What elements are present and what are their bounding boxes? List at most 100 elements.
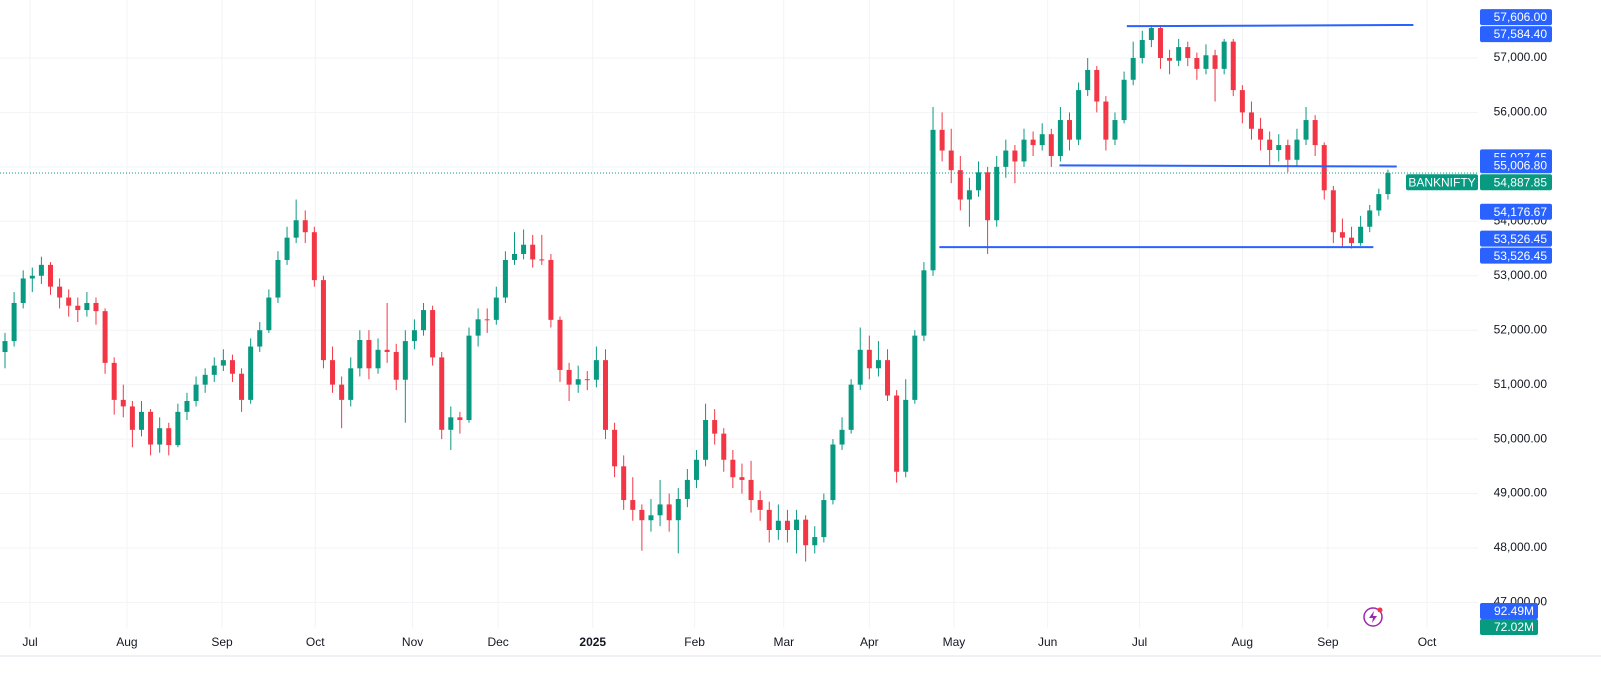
candle-body: [803, 519, 809, 546]
y-tick-label: 57,000.00: [1494, 50, 1548, 64]
candle-body: [1185, 47, 1191, 58]
candle-body: [885, 360, 891, 396]
axes: 47,000.0048,000.0049,000.0050,000.0051,0…: [22, 9, 1552, 649]
candle-body: [1085, 69, 1091, 91]
candle-body: [1039, 134, 1045, 146]
candle-body: [257, 330, 263, 347]
candle-body: [120, 399, 126, 407]
x-tick-label: Nov: [402, 635, 423, 649]
candle-body: [657, 504, 663, 516]
candle-body: [138, 411, 144, 430]
candle-body: [284, 237, 290, 260]
y-tick-label: 48,000.00: [1494, 540, 1548, 554]
candle-body: [1230, 41, 1236, 91]
candle-body: [912, 335, 918, 400]
candle-body: [966, 190, 972, 200]
price-tag: [1480, 26, 1552, 43]
x-tick-label: Aug: [116, 635, 137, 649]
x-tick-label: Sep: [1317, 635, 1339, 649]
trend-line: [1126, 23, 1414, 28]
candle-body: [921, 270, 927, 336]
candle-body: [976, 172, 982, 191]
price-tag: [1480, 9, 1552, 26]
candle-body: [1048, 134, 1054, 156]
plot: [0, 23, 1478, 562]
x-tick-label: Apr: [860, 635, 879, 649]
candle-body: [1076, 90, 1082, 140]
candle-body: [994, 166, 1000, 221]
price-tag-label: 53,526.45: [1494, 249, 1548, 263]
candle-body: [439, 357, 445, 430]
candle-body: [339, 384, 345, 400]
x-tick-label: May: [943, 635, 966, 649]
candle-body: [57, 286, 63, 298]
candle-body: [320, 280, 326, 361]
x-tick-label: Aug: [1232, 635, 1253, 649]
x-tick-label: Dec: [487, 635, 508, 649]
candle-body: [1021, 139, 1027, 162]
lightning-icon[interactable]: [1363, 607, 1383, 627]
candle-body: [848, 384, 854, 430]
candle-body: [1003, 150, 1009, 167]
candle-body: [1321, 145, 1327, 191]
candle-body: [521, 244, 527, 254]
candle-body: [794, 519, 800, 531]
volume-tag: [1480, 619, 1538, 635]
candle-body: [830, 444, 836, 501]
candle-body: [20, 278, 26, 303]
candle-body: [1248, 112, 1254, 129]
candle-body: [821, 500, 827, 538]
candle-body: [166, 428, 172, 446]
candle-body: [1358, 226, 1364, 244]
y-tick-label: 52,000.00: [1494, 322, 1548, 336]
candle-body: [566, 369, 572, 385]
candle-body: [348, 368, 354, 400]
candle-body: [593, 360, 599, 380]
candle-body: [639, 509, 645, 521]
price-tag: [1480, 174, 1552, 191]
x-tick-label: Feb: [684, 635, 705, 649]
x-tick-label: Oct: [1418, 635, 1437, 649]
x-tick-label: Jun: [1038, 635, 1057, 649]
candle-body: [93, 302, 99, 312]
candle-body: [148, 411, 154, 445]
candle-body: [1148, 28, 1154, 41]
x-tick-label: 2025: [579, 635, 606, 649]
y-tick-label: 49,000.00: [1494, 486, 1548, 500]
price-tag: [1480, 203, 1552, 220]
price-tag-label: 53,526.45: [1494, 232, 1548, 246]
candle-body: [948, 150, 954, 171]
candle-body: [721, 433, 727, 460]
candle-body: [393, 351, 399, 380]
candle-body: [1194, 57, 1200, 69]
x-tick-label: Sep: [211, 635, 233, 649]
candle-body: [248, 346, 254, 400]
candle-body: [1103, 101, 1109, 140]
candle-body: [1330, 190, 1336, 233]
candle-body: [202, 374, 208, 385]
candle-body: [648, 515, 654, 521]
candle-body: [357, 339, 363, 369]
candle-body: [1285, 145, 1291, 160]
candle-body: [2, 341, 8, 352]
candle-body: [1112, 120, 1118, 140]
candle-body: [1339, 232, 1345, 238]
icon-dot: [1377, 607, 1383, 613]
candle-body: [1303, 120, 1309, 140]
volume-tag-label: 72.02M: [1494, 620, 1534, 634]
price-tag: [1480, 230, 1552, 247]
candle-body: [1130, 57, 1136, 80]
candle-body: [757, 500, 763, 510]
candle-body: [530, 244, 536, 260]
candle-body: [1176, 47, 1182, 61]
candle-body: [375, 349, 381, 369]
candle-body: [684, 479, 690, 499]
trend-line: [1059, 164, 1397, 168]
candle-body: [193, 384, 199, 401]
candle-body: [448, 417, 454, 430]
candle-body: [111, 362, 117, 400]
candle-body: [775, 520, 781, 531]
candle-body: [903, 399, 909, 472]
candle-body: [484, 319, 490, 321]
candle-body: [630, 500, 636, 510]
